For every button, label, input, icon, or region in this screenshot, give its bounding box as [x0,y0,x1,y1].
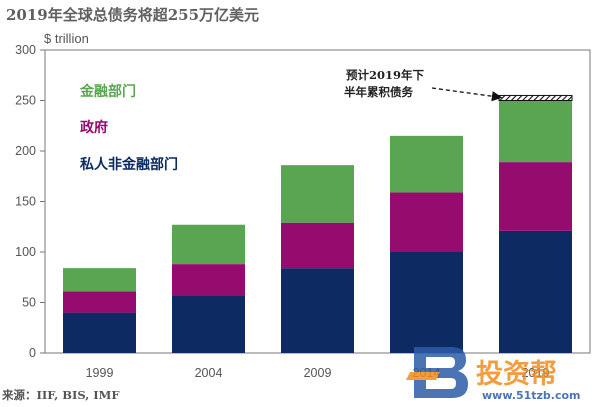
bar-government-2009 [281,222,354,269]
watermark-url: www.51tzb.com [482,389,581,402]
bars-group [63,94,573,353]
y-tick-label: 150 [15,195,36,209]
bar-private-nonfinancial-2004 [172,295,245,353]
y-axis: 0 50 100 150 200 250 300 [15,43,45,360]
y-tick-label: 50 [22,296,36,310]
y-axis-unit: $ trillion [44,31,89,46]
legend-private-nonfinancial: 私人非金融部门 [80,156,178,173]
bar-private-nonfinancial-2019 [499,230,572,353]
x-tick-label: 2009 [304,366,332,380]
bar-government-2014 [390,192,463,252]
bar-government-1999 [63,291,136,313]
bar-financial-2019 [499,100,572,163]
bar-private-nonfinancial-2009 [281,268,354,353]
bar-financial-1999 [63,268,136,292]
watermark-brand: 投资帮 [476,359,557,390]
bar-financial-2014 [390,135,463,193]
y-tick-label: 100 [15,245,36,259]
y-tick-label: 300 [15,43,36,57]
legend-government: 政府 [80,119,108,136]
annotation-line-1: 预计2019年下 [346,68,425,82]
watermark: 投资帮 www.51tzb.com [406,347,581,402]
bar-financial-2009 [281,165,354,223]
legend-financial: 金融部门 [79,83,136,100]
bar-projection-2019 [498,94,573,101]
x-tick-label: 1999 [86,366,114,380]
bar-government-2004 [172,264,245,296]
projection-annotation: 预计2019年下 半年累积债务 [344,68,503,102]
bar-private-nonfinancial-1999 [63,312,136,353]
annotation-arrow [431,87,503,102]
watermark-logo-icon [414,347,468,398]
bar-private-nonfinancial-2014 [390,252,463,353]
y-tick-label: 200 [15,144,36,158]
x-tick-label: 2019 [522,366,550,380]
bar-government-2019 [499,162,572,231]
y-tick-label: 250 [15,94,36,108]
annotation-line-2: 半年累积债务 [344,85,413,99]
watermark-logo-accent-icon [406,372,440,380]
x-tick-label: 2004 [195,366,223,380]
bar-financial-2004 [172,224,245,265]
chart-title: 2019年全球总债务将超255万亿美元 [6,6,259,24]
y-tick-label: 0 [29,346,36,360]
source-note: 来源：IIF, BIS, IMF [1,388,120,402]
legend: 金融部门 政府 私人非金融部门 [79,83,178,173]
